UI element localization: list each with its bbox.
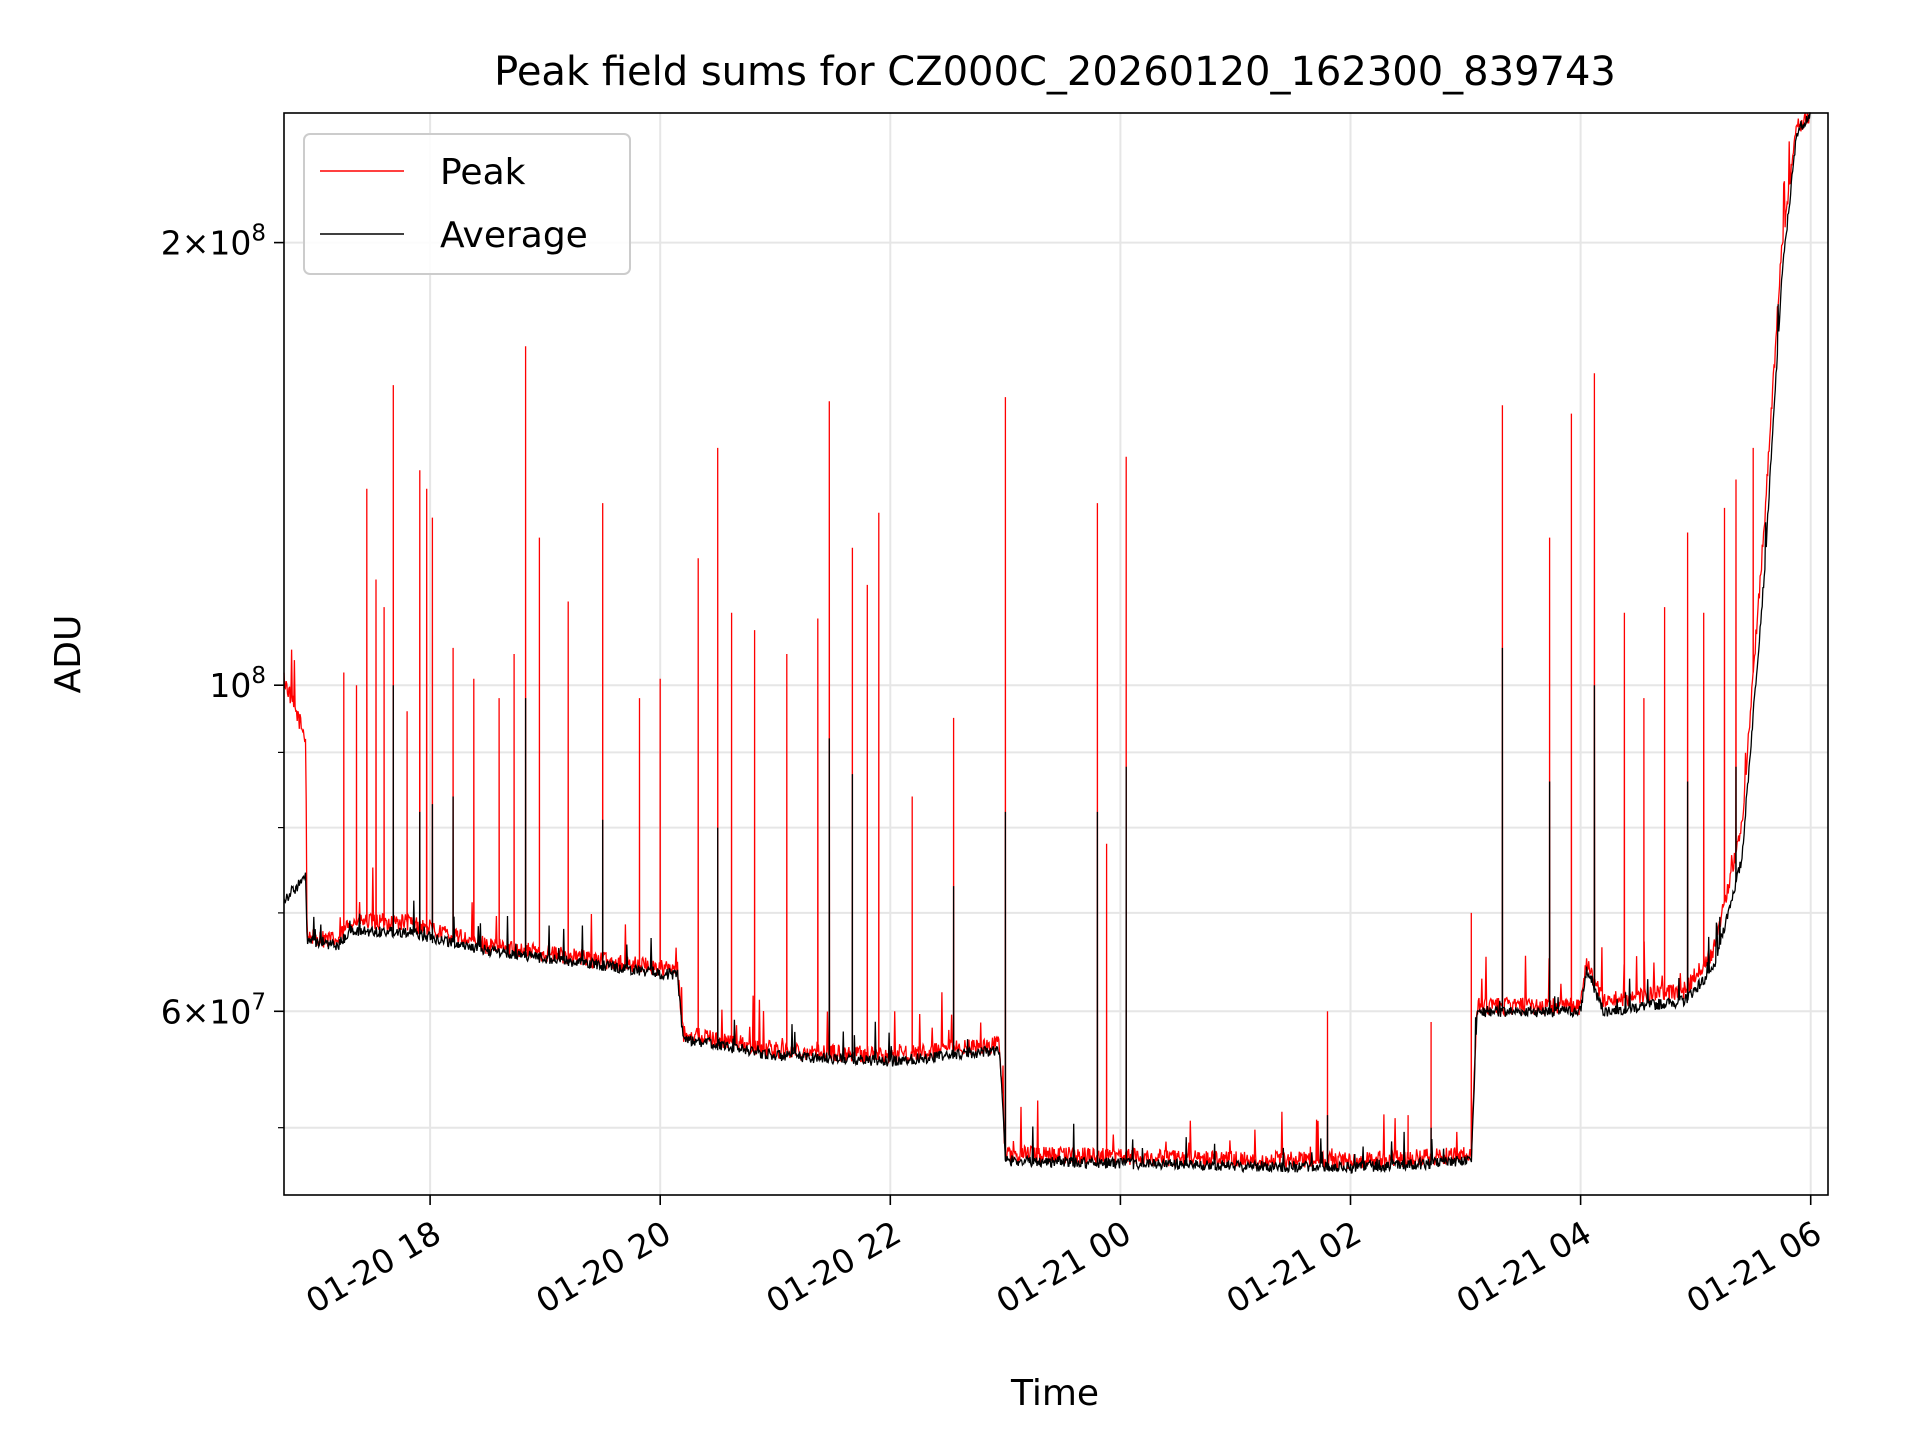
y-tick-label: 108 [209,663,266,705]
series-lines [283,112,1811,1174]
x-axis-label: Time [1010,1373,1099,1414]
y-tick-label: 6×107 [161,989,266,1031]
plot-background [284,113,1828,1195]
legend: Peak Average [303,133,631,275]
series-line-average [283,112,1811,1174]
legend-label-peak: Peak [440,152,526,193]
y-axis: 6×107 108 2×108 [161,221,284,1129]
legend-label-average: Average [440,215,588,256]
legend-box [303,133,631,275]
y-tick-label: 2×108 [161,221,266,263]
grid [284,113,1828,1195]
plot-frame [283,112,1829,1196]
y-axis-label: ADU [48,615,89,694]
chart-title: Peak field sums for CZ000C_20260120_1623… [494,49,1616,95]
plot-area [283,112,1829,1196]
